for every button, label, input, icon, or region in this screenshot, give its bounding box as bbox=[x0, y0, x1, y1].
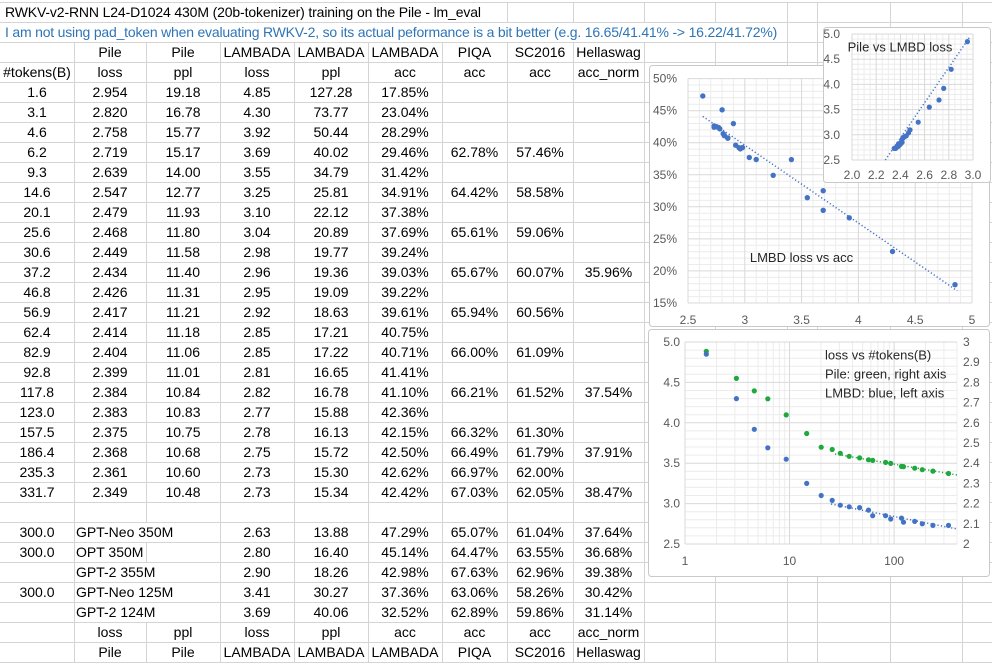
svg-text:15%: 15% bbox=[653, 296, 677, 310]
svg-text:Pile: green, right axis: Pile: green, right axis bbox=[825, 367, 947, 382]
svg-text:2.2: 2.2 bbox=[868, 168, 885, 182]
svg-text:3.0: 3.0 bbox=[823, 128, 840, 142]
svg-text:2.9: 2.9 bbox=[963, 355, 980, 369]
svg-text:2.4: 2.4 bbox=[892, 168, 909, 182]
svg-text:4.5: 4.5 bbox=[663, 375, 680, 389]
svg-text:2.2: 2.2 bbox=[963, 497, 980, 511]
svg-text:loss vs #tokens(B): loss vs #tokens(B) bbox=[825, 348, 931, 363]
svg-text:2.6: 2.6 bbox=[916, 168, 933, 182]
svg-text:3: 3 bbox=[741, 313, 748, 327]
svg-text:2.6: 2.6 bbox=[963, 416, 980, 430]
svg-text:2.5: 2.5 bbox=[963, 436, 980, 450]
svg-text:10: 10 bbox=[783, 554, 797, 568]
svg-text:4.0: 4.0 bbox=[823, 77, 840, 91]
svg-text:3.0: 3.0 bbox=[663, 497, 680, 511]
svg-text:3: 3 bbox=[963, 335, 970, 349]
svg-text:45%: 45% bbox=[653, 104, 677, 118]
svg-text:2.5: 2.5 bbox=[680, 313, 697, 327]
svg-text:4.5: 4.5 bbox=[823, 52, 840, 66]
svg-text:4.5: 4.5 bbox=[907, 313, 924, 327]
svg-text:2.4: 2.4 bbox=[963, 456, 980, 470]
svg-text:3.0: 3.0 bbox=[965, 168, 982, 182]
svg-text:2.0: 2.0 bbox=[844, 168, 861, 182]
svg-text:5: 5 bbox=[969, 313, 976, 327]
svg-text:Pile vs LMBD loss: Pile vs LMBD loss bbox=[848, 40, 953, 55]
svg-text:100: 100 bbox=[884, 554, 904, 568]
svg-text:4.0: 4.0 bbox=[663, 416, 680, 430]
svg-text:4: 4 bbox=[855, 313, 862, 327]
svg-text:2.7: 2.7 bbox=[963, 396, 980, 410]
svg-text:50%: 50% bbox=[653, 72, 677, 86]
svg-text:5.0: 5.0 bbox=[823, 27, 840, 41]
svg-text:2.8: 2.8 bbox=[940, 168, 957, 182]
svg-text:3.5: 3.5 bbox=[823, 103, 840, 117]
svg-text:LMBD: blue, left axis: LMBD: blue, left axis bbox=[825, 386, 945, 401]
svg-text:5.0: 5.0 bbox=[663, 335, 680, 349]
svg-text:3.5: 3.5 bbox=[663, 456, 680, 470]
svg-text:30%: 30% bbox=[653, 200, 677, 214]
svg-text:1: 1 bbox=[682, 554, 689, 568]
svg-text:40%: 40% bbox=[653, 136, 677, 150]
svg-text:2: 2 bbox=[963, 537, 970, 551]
svg-text:3.5: 3.5 bbox=[793, 313, 810, 327]
svg-text:20%: 20% bbox=[653, 264, 677, 278]
svg-text:35%: 35% bbox=[653, 168, 677, 182]
svg-text:2.3: 2.3 bbox=[963, 476, 980, 490]
svg-text:2.1: 2.1 bbox=[963, 517, 980, 531]
svg-text:25%: 25% bbox=[653, 232, 677, 246]
svg-text:2.5: 2.5 bbox=[823, 153, 840, 167]
svg-text:2.5: 2.5 bbox=[663, 537, 680, 551]
svg-text:LMBD loss vs acc: LMBD loss vs acc bbox=[750, 250, 854, 265]
svg-text:2.8: 2.8 bbox=[963, 375, 980, 389]
